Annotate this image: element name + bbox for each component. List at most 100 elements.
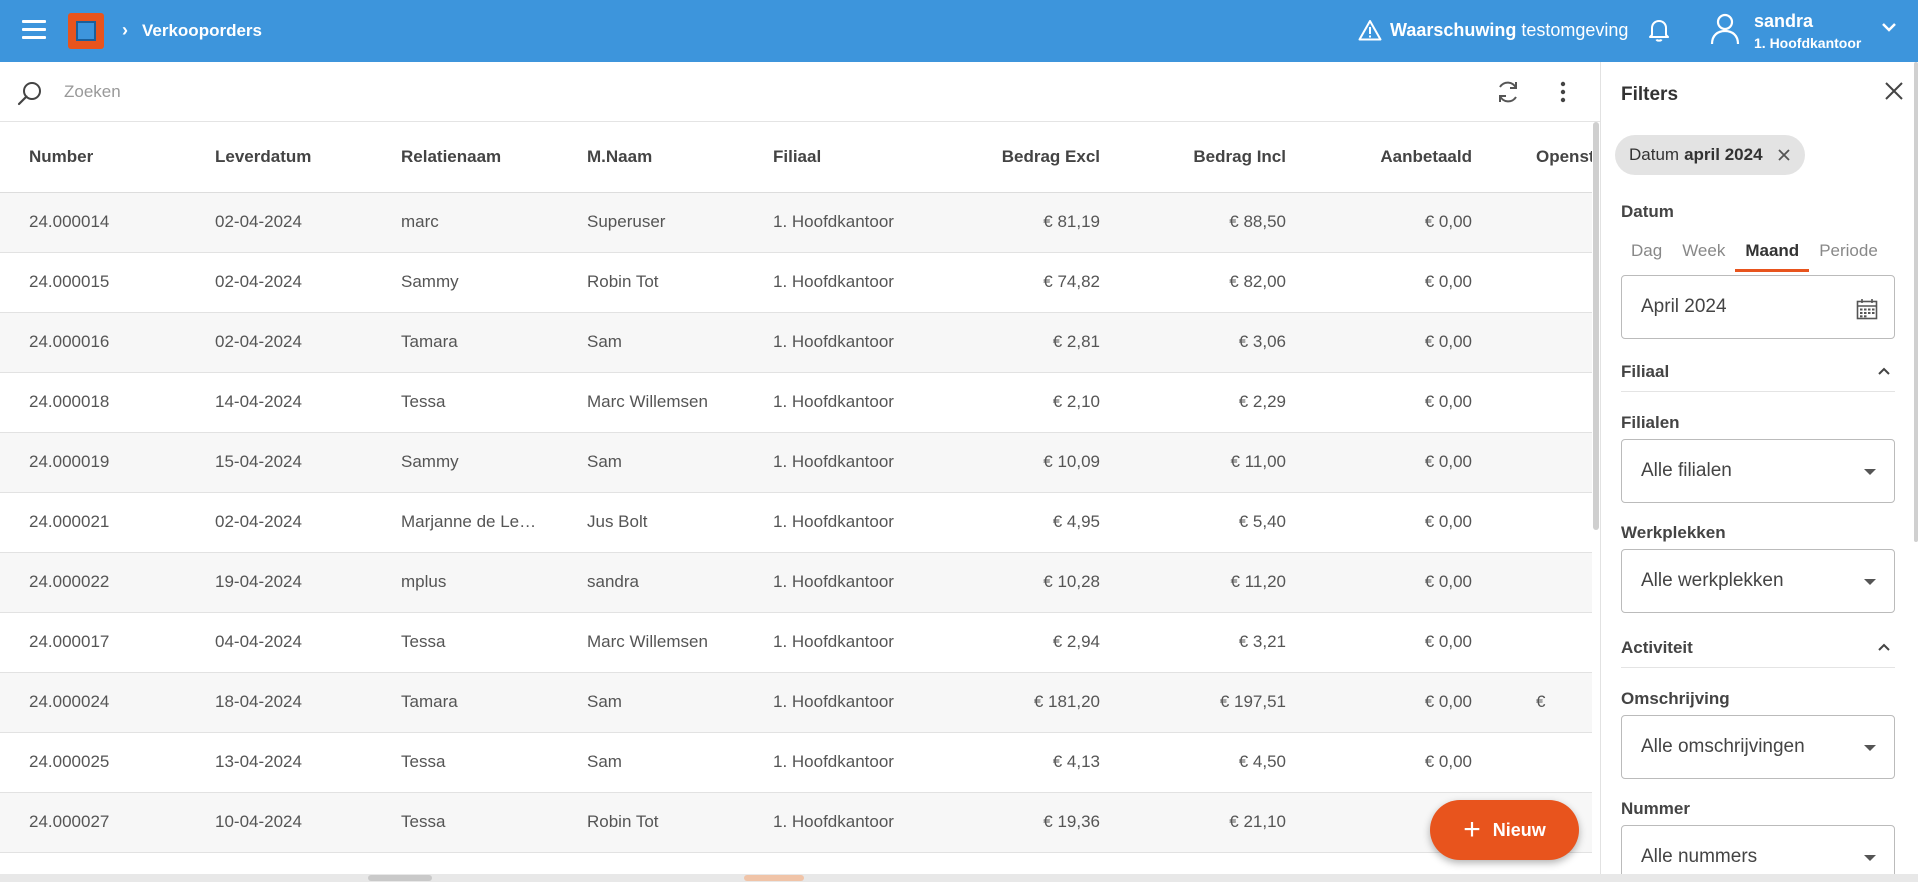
chevron-up-icon: [1878, 367, 1890, 375]
column-header-openstaand[interactable]: Openst: [1472, 122, 1592, 193]
table-row[interactable]: 24.000015 02-04-2024 Sammy Robin Tot 1. Hoof…: [0, 252, 1592, 313]
column-header-leverdatum[interactable]: Leverdatum: [186, 122, 372, 193]
cell-mnaam: Marc Willemsen: [558, 372, 744, 433]
cell-mnaam: Jus Bolt: [558, 492, 744, 553]
cell-filiaal: 1. Hoofdkantoor: [744, 312, 914, 373]
menu-icon[interactable]: [22, 20, 46, 40]
filialen-label: Filialen: [1621, 413, 1680, 432]
filter-panel: Filters Datum april 2024 Datum Dag Week …: [1600, 62, 1918, 882]
close-icon[interactable]: [1883, 80, 1905, 102]
cell-mnaam: Robin Tot: [558, 252, 744, 313]
table-scrollbar[interactable]: [1593, 122, 1599, 530]
cell-relatienaam: Tessa: [372, 732, 558, 793]
table-row[interactable]: 24.000021 02-04-2024 Marjanne de Le… Jus Bo…: [0, 492, 1592, 553]
column-header-filiaal[interactable]: Filiaal: [744, 122, 914, 193]
table-row[interactable]: 24.000024 18-04-2024 Tamara Sam 1. Hoofdkant…: [0, 672, 1592, 733]
remove-filter-icon[interactable]: [1777, 148, 1791, 162]
cell-filiaal: 1. Hoofdkantoor: [744, 552, 914, 613]
table-row[interactable]: 24.000014 02-04-2024 marc Superuser 1. Hoofd…: [0, 192, 1592, 253]
filialen-select[interactable]: Alle filialen: [1621, 439, 1895, 503]
chip-label: Datum: [1629, 145, 1680, 164]
cell-relatienaam: Sammy: [372, 432, 558, 493]
chevron-up-icon: [1878, 643, 1890, 651]
cell-filiaal: 1. Hoofdkantoor: [744, 492, 914, 553]
cell-leverdatum: 15-04-2024: [186, 432, 372, 493]
refresh-icon[interactable]: [1495, 79, 1521, 105]
section-activiteit[interactable]: Activiteit: [1621, 634, 1895, 668]
cell-bedrag-excl: € 2,81: [914, 312, 1100, 373]
date-value: April 2024: [1641, 296, 1727, 317]
calendar-icon[interactable]: [1856, 298, 1878, 320]
cell-number: 24.000019: [0, 432, 186, 493]
date-picker-field[interactable]: April 2024: [1621, 275, 1895, 339]
filters-title: Filters: [1621, 84, 1679, 105]
scrollbar-thumb[interactable]: [744, 875, 804, 881]
app-logo[interactable]: [68, 13, 104, 49]
table-row[interactable]: 24.000017 04-04-2024 Tessa Marc Willemsen 1.…: [0, 612, 1592, 673]
warning-icon: [1358, 20, 1382, 41]
cell-mnaam: Sam: [558, 432, 744, 493]
table-row[interactable]: 24.000016 02-04-2024 Tamara Sam 1. Hoofdkant…: [0, 312, 1592, 373]
chevron-down-icon[interactable]: [1880, 20, 1898, 34]
cell-mnaam: Marc Willemsen: [558, 612, 744, 673]
cell-aanbetaald: € 0,00: [1286, 312, 1472, 373]
cell-filiaal: 1. Hoofdkantoor: [744, 432, 914, 493]
cell-bedrag-excl: € 2,94: [914, 612, 1100, 673]
breadcrumb[interactable]: Verkooporders: [142, 21, 262, 40]
column-header-bedrag-excl[interactable]: Bedrag Excl: [914, 122, 1100, 193]
cell-bedrag-incl: € 11,20: [1100, 552, 1286, 613]
column-header-mnaam[interactable]: M.Naam: [558, 122, 744, 193]
cell-bedrag-excl: € 10,09: [914, 432, 1100, 493]
filialen-value: Alle filialen: [1641, 460, 1732, 481]
cell-bedrag-incl: € 3,21: [1100, 612, 1286, 673]
werkplekken-select[interactable]: Alle werkplekken: [1621, 549, 1895, 613]
cell-bedrag-incl: € 5,40: [1100, 492, 1286, 553]
section-filiaal-title: Filiaal: [1621, 362, 1670, 381]
section-filiaal[interactable]: Filiaal: [1621, 358, 1895, 392]
cell-bedrag-incl: € 82,00: [1100, 252, 1286, 313]
table-row[interactable]: 24.000022 19-04-2024 mplus sandra 1. Hoofdka…: [0, 552, 1592, 613]
user-menu[interactable]: sandra 1. Hoofdkantoor: [1754, 11, 1861, 51]
table-row[interactable]: 24.000027 10-04-2024 Tessa Robin Tot 1. Hoof…: [0, 792, 1592, 853]
cell-bedrag-excl: € 19,36: [914, 792, 1100, 853]
section-activiteit-title: Activiteit: [1621, 638, 1693, 657]
tab-maand[interactable]: Maand: [1735, 238, 1810, 272]
column-header-aanbetaald[interactable]: Aanbetaald: [1286, 122, 1472, 193]
cell-bedrag-excl: € 4,13: [914, 732, 1100, 793]
new-order-button[interactable]: + Nieuw: [1430, 800, 1579, 860]
bell-icon[interactable]: [1647, 17, 1671, 43]
nummer-select[interactable]: Alle nummers: [1621, 825, 1895, 882]
cell-bedrag-excl: € 81,19: [914, 192, 1100, 253]
tab-dag[interactable]: Dag: [1631, 241, 1663, 260]
cell-number: 24.000018: [0, 372, 186, 433]
more-vertical-icon[interactable]: [1558, 80, 1568, 104]
cell-leverdatum: 02-04-2024: [186, 492, 372, 553]
cell-relatienaam: Tamara: [372, 312, 558, 373]
omschrijving-select[interactable]: Alle omschrijvingen: [1621, 715, 1895, 779]
cell-number: 24.000025: [0, 732, 186, 793]
column-header-number[interactable]: Number: [0, 122, 186, 193]
filter-panel-scrollbar[interactable]: [1914, 62, 1918, 542]
column-header-bedrag-incl[interactable]: Bedrag Incl: [1100, 122, 1286, 193]
cell-filiaal: 1. Hoofdkantoor: [744, 612, 914, 673]
cell-bedrag-incl: € 88,50: [1100, 192, 1286, 253]
cell-relatienaam: mplus: [372, 552, 558, 613]
user-icon[interactable]: [1710, 13, 1740, 45]
werkplekken-value: Alle werkplekken: [1641, 570, 1784, 591]
table-row[interactable]: 24.000019 15-04-2024 Sammy Sam 1. Hoofdkanto…: [0, 432, 1592, 493]
horizontal-scrollbar[interactable]: [0, 874, 1918, 882]
table-row[interactable]: 24.000025 13-04-2024 Tessa Sam 1. Hoofdkanto…: [0, 732, 1592, 793]
tab-week[interactable]: Week: [1682, 241, 1726, 260]
column-header-relatienaam[interactable]: Relatienaam: [372, 122, 558, 193]
cell-leverdatum: 14-04-2024: [186, 372, 372, 433]
table-row[interactable]: 24.000018 14-04-2024 Tessa Marc Willemsen 1.…: [0, 372, 1592, 433]
tab-periode[interactable]: Periode: [1819, 241, 1878, 260]
active-filter-chip[interactable]: Datum april 2024: [1615, 135, 1805, 175]
cell-leverdatum: 02-04-2024: [186, 312, 372, 373]
warning-text: testomgeving: [1521, 19, 1629, 40]
datum-label: Datum: [1621, 202, 1674, 221]
scrollbar-thumb[interactable]: [368, 875, 432, 881]
cell-aanbetaald: € 0,00: [1286, 672, 1472, 733]
search-input[interactable]: [64, 78, 1364, 106]
cell-aanbetaald: € 0,00: [1286, 252, 1472, 313]
